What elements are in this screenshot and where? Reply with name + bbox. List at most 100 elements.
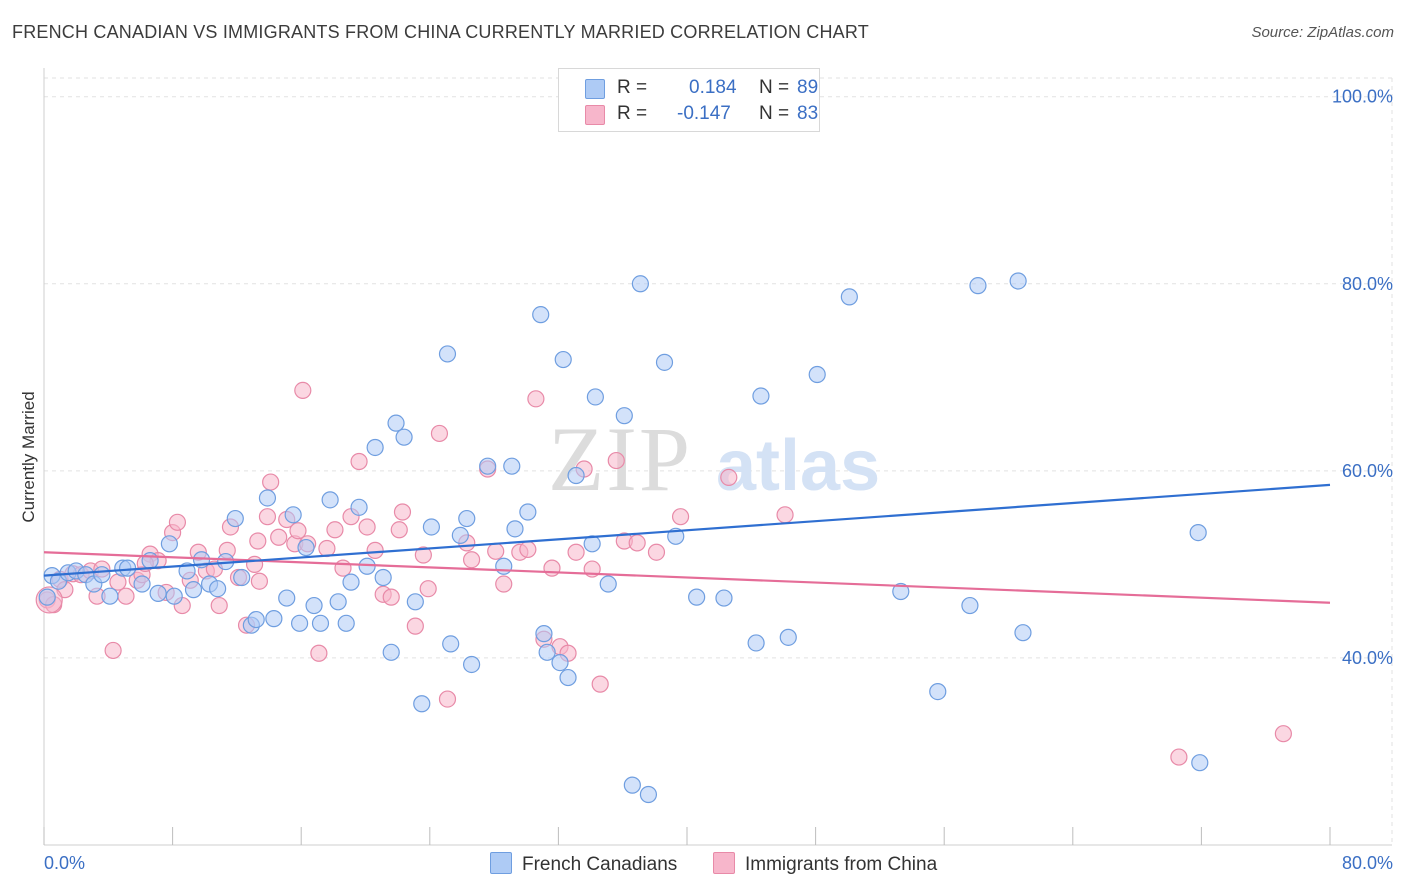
point-immigrants-from-china <box>334 559 352 577</box>
y-tick-label: 60.0% <box>1342 461 1393 481</box>
point-immigrants-from-china <box>250 572 269 590</box>
point-french-canadians <box>567 466 585 485</box>
x-axis <box>43 68 1392 846</box>
bottom-legend-swatch-blue <box>490 852 512 874</box>
point-french-canadians <box>374 568 392 587</box>
point-french-canadians <box>258 489 277 507</box>
point-french-canadians <box>808 365 826 384</box>
point-french-canadians <box>133 575 151 593</box>
watermark: ZIP atlas <box>548 408 880 510</box>
point-immigrants-from-china <box>591 675 609 693</box>
point-french-canadians <box>752 387 770 405</box>
bottom-legend-swatch-pink <box>713 852 735 874</box>
point-immigrants-from-china <box>414 546 432 564</box>
legend-r-value-blue: 0.184 <box>689 77 737 98</box>
point-immigrants-from-china <box>628 534 646 552</box>
point-french-canadians <box>311 614 330 632</box>
point-french-canadians <box>495 557 513 575</box>
point-immigrants-from-china <box>543 559 561 577</box>
legend-n-value-pink: 83 <box>797 103 819 124</box>
point-french-canadians <box>532 306 550 324</box>
point-immigrants-from-china <box>527 390 545 408</box>
bottom-legend-label: French Canadians <box>522 854 678 875</box>
point-immigrants-from-china <box>262 473 280 491</box>
watermark-atlas: atlas <box>716 426 880 506</box>
legend-swatch-pink <box>585 105 605 125</box>
point-french-canadians <box>38 588 56 606</box>
point-immigrants-from-china <box>104 641 122 660</box>
point-immigrants-from-china <box>366 541 384 559</box>
point-french-canadians <box>297 538 315 557</box>
point-french-canadians <box>586 388 604 406</box>
point-french-canadians <box>655 353 674 371</box>
point-french-canadians <box>715 589 733 607</box>
point-immigrants-from-china <box>382 588 400 606</box>
point-immigrants-from-china <box>495 575 513 593</box>
point-immigrants-from-china <box>406 617 424 635</box>
point-french-canadians <box>422 518 441 536</box>
point-french-canadians <box>278 589 296 607</box>
point-french-canadians <box>892 582 910 601</box>
point-immigrants-from-china <box>390 521 408 539</box>
point-french-canadians <box>413 695 431 713</box>
legend-n-value-blue: 89 <box>797 77 819 98</box>
point-french-canadians <box>554 350 572 369</box>
point-french-canadians <box>451 526 469 544</box>
point-french-canadians <box>209 580 227 598</box>
point-immigrants-from-china <box>671 508 690 526</box>
point-french-canadians <box>387 414 405 432</box>
point-immigrants-from-china <box>210 596 228 615</box>
point-immigrants-from-china <box>462 551 481 569</box>
point-french-canadians <box>290 614 309 632</box>
point-immigrants-from-china <box>487 542 505 560</box>
legend-swatch-blue <box>585 79 605 99</box>
point-immigrants-from-china <box>289 522 307 540</box>
point-french-canadians <box>406 593 424 611</box>
point-french-canadians <box>350 498 368 516</box>
point-immigrants-from-china <box>438 690 457 708</box>
point-immigrants-from-china <box>430 424 449 443</box>
point-immigrants-from-china <box>245 555 264 573</box>
point-immigrants-from-china <box>519 540 537 559</box>
point-french-canadians <box>93 566 111 584</box>
point-immigrants-from-china <box>419 580 437 598</box>
point-french-canadians <box>615 407 633 425</box>
point-french-canadians <box>233 568 251 587</box>
bottom-legend-label: Immigrants from China <box>745 854 938 875</box>
y-axis-label: Currently Married <box>19 391 38 522</box>
y-tick-labels: 40.0% 60.0% 80.0% 100.0% <box>1332 87 1393 668</box>
point-french-canadians <box>438 345 457 363</box>
point-french-canadians <box>395 428 413 446</box>
point-french-canadians <box>969 277 987 295</box>
point-french-canadians <box>458 509 476 528</box>
point-french-canadians <box>337 614 355 632</box>
point-immigrants-from-china <box>326 521 344 539</box>
correlation-legend: R = 0.184 N = 89 R = -0.147 N = 83 <box>558 68 820 132</box>
point-immigrants-from-china <box>270 528 288 546</box>
point-french-canadians <box>329 593 347 611</box>
point-immigrants-from-china <box>350 452 368 471</box>
legend-n-label: N = <box>759 103 790 124</box>
legend-r-label: R = <box>617 103 648 124</box>
legend-n-label: N = <box>759 77 790 98</box>
point-french-canadians <box>366 438 384 457</box>
point-immigrants-from-china <box>318 539 336 558</box>
point-french-canadians <box>1189 523 1207 542</box>
point-french-canadians <box>284 506 302 524</box>
point-french-canadians <box>779 628 797 646</box>
legend-r-value-pink: -0.147 <box>677 103 731 124</box>
point-immigrants-from-china <box>567 543 585 561</box>
point-french-canadians <box>538 643 556 661</box>
point-immigrants-from-china <box>294 381 312 400</box>
point-french-canadians <box>639 785 658 804</box>
bottom-legend-item-immigrants-from-china: Immigrants from China <box>713 852 937 876</box>
point-french-canadians <box>149 584 167 602</box>
chart-title: FRENCH CANADIAN VS IMMIGRANTS FROM CHINA… <box>12 22 869 42</box>
y-tick-label: 80.0% <box>1342 274 1393 294</box>
point-french-canadians <box>178 562 196 580</box>
point-immigrants-from-china <box>393 503 412 521</box>
point-french-canadians <box>442 635 460 653</box>
point-french-canadians <box>583 535 601 553</box>
x-tick-label-min: 0.0% <box>44 853 85 873</box>
